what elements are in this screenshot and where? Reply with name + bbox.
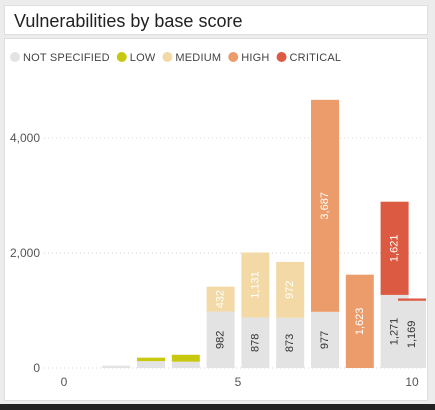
data-label: 1,169 bbox=[406, 321, 418, 349]
bar-critical bbox=[398, 298, 426, 301]
bar-low bbox=[171, 354, 200, 362]
chart-legend: NOT SPECIFIED LOW MEDIUM HIGH CRITICAL bbox=[10, 52, 341, 64]
bar-high bbox=[311, 99, 339, 312]
chart-title-card: Vulnerabilities by base score bbox=[4, 5, 428, 35]
bar-critical bbox=[380, 201, 409, 295]
bar-not-specified bbox=[137, 361, 165, 368]
bar-not-specified bbox=[102, 365, 131, 368]
legend-label-medium: MEDIUM bbox=[175, 52, 221, 64]
data-label: 1,131 bbox=[249, 271, 261, 299]
data-label: 878 bbox=[249, 334, 261, 352]
legend-label-low: LOW bbox=[130, 52, 156, 64]
legend-marker-not-specified bbox=[10, 52, 20, 62]
bar-medium bbox=[241, 252, 270, 318]
bar-not-specified bbox=[171, 361, 200, 368]
legend-marker-medium bbox=[162, 52, 173, 62]
data-label: 432 bbox=[215, 290, 227, 308]
legend-label-high: HIGH bbox=[241, 52, 269, 64]
data-label: 982 bbox=[215, 331, 227, 349]
legend-marker-critical bbox=[276, 52, 287, 62]
legend-marker-high bbox=[228, 52, 239, 62]
window-bottom-edge bbox=[0, 404, 435, 410]
y-axis: 0 2,000 4,000 bbox=[10, 131, 40, 375]
data-label: 873 bbox=[284, 334, 296, 352]
data-label: 977 bbox=[319, 331, 331, 349]
bar-not-specified bbox=[206, 311, 235, 368]
bar-not-specified bbox=[276, 317, 305, 368]
x-tick-label: 5 bbox=[235, 375, 242, 389]
bar-not-specified bbox=[311, 311, 339, 368]
bar-medium bbox=[206, 286, 235, 312]
x-axis: 0 5 10 bbox=[61, 375, 419, 389]
x-tick-label: 10 bbox=[405, 375, 419, 389]
data-labels: 982 432 878 1,131 873 972 977 3,687 1,623 1,271 1,… bbox=[215, 192, 418, 352]
data-label: 1,621 bbox=[389, 235, 401, 263]
bar-low bbox=[137, 357, 165, 362]
data-label: 1,271 bbox=[389, 318, 401, 346]
x-tick-label: 0 bbox=[61, 375, 68, 389]
y-tick-label: 2,000 bbox=[10, 246, 40, 260]
y-tick-label: 4,000 bbox=[10, 131, 40, 145]
legend-marker-low bbox=[116, 52, 127, 62]
data-label: 3,687 bbox=[319, 192, 331, 220]
bar-medium bbox=[276, 261, 305, 318]
data-label: 972 bbox=[284, 281, 296, 299]
y-tick-label: 0 bbox=[33, 361, 40, 375]
legend-label-not-specified: NOT SPECIFIED bbox=[23, 52, 110, 64]
legend-label-critical: CRITICAL bbox=[290, 52, 342, 64]
bar-marks bbox=[102, 99, 426, 368]
data-label: 1,623 bbox=[354, 308, 366, 336]
bar-high bbox=[345, 274, 374, 368]
bar-not-specified bbox=[398, 300, 426, 368]
bar-not-specified bbox=[241, 317, 270, 368]
chart-title: Vulnerabilities by base score bbox=[14, 11, 243, 31]
